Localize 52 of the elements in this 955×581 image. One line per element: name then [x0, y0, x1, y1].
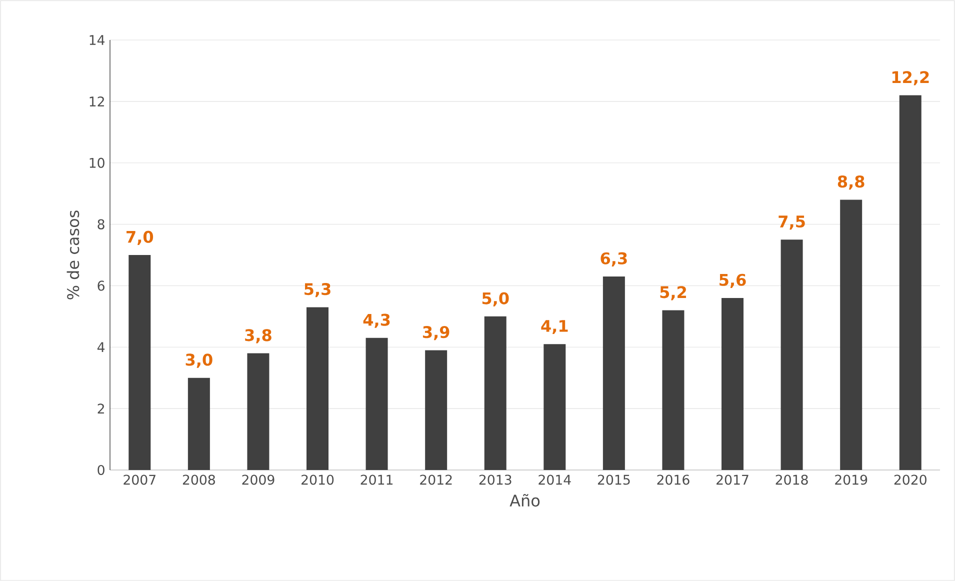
data-label: 12,2 [892, 71, 929, 86]
data-label: 7,0 [126, 230, 154, 245]
bar [780, 240, 803, 470]
bar [366, 338, 388, 470]
x-tick-label: 2018 [776, 474, 808, 485]
y-tick-label: 12 [90, 96, 104, 106]
x-tick-label: 2016 [657, 474, 690, 485]
data-label: 6,3 [600, 252, 627, 266]
bar [602, 276, 625, 470]
x-tick-label: 2011 [360, 474, 393, 485]
y-axis-title: % de casos [66, 210, 80, 300]
x-axis-title: Año [510, 494, 540, 507]
x-tick-label: 2020 [894, 474, 926, 485]
data-label: 4,1 [541, 320, 568, 334]
data-label: 3,8 [245, 329, 272, 344]
data-label: 8,8 [838, 176, 864, 190]
y-tick-label: 0 [98, 464, 104, 476]
bar [662, 310, 684, 470]
bar [840, 200, 862, 470]
bar [247, 353, 270, 470]
bar [722, 298, 744, 470]
data-label: 7,5 [778, 216, 805, 230]
y-tick-label: 14 [90, 35, 105, 45]
data-label: 5,0 [482, 292, 509, 306]
y-tick-label: 8 [98, 219, 104, 230]
bar [544, 344, 566, 470]
data-label: 4,3 [363, 314, 390, 328]
x-tick-label: 2009 [242, 474, 274, 485]
data-label: 3,9 [422, 326, 450, 340]
data-label: 5,3 [304, 283, 330, 298]
data-label: 3,0 [186, 354, 212, 368]
x-tick-label: 2008 [182, 474, 215, 485]
x-tick-label: 2012 [420, 474, 452, 485]
x-tick-label: 2013 [479, 474, 512, 485]
bar [128, 254, 151, 470]
x-tick-label: 2015 [598, 474, 630, 485]
y-tick-label: 4 [97, 342, 105, 352]
x-tick-label: 2010 [302, 474, 334, 485]
bar [484, 316, 506, 470]
data-label: 5,6 [720, 274, 746, 288]
bar [899, 95, 922, 470]
data-label: 5,2 [660, 286, 686, 300]
x-tick-label: 2017 [716, 474, 748, 485]
y-tick-label: 2 [98, 404, 104, 414]
y-tick-label: 10 [90, 158, 104, 168]
x-tick-label: 2014 [538, 474, 571, 485]
x-tick-label: 2019 [835, 474, 868, 485]
bar [188, 378, 210, 470]
bar [306, 307, 329, 470]
x-tick-label: 2007 [124, 474, 156, 485]
bar [425, 350, 448, 470]
y-tick-label: 6 [98, 280, 104, 291]
